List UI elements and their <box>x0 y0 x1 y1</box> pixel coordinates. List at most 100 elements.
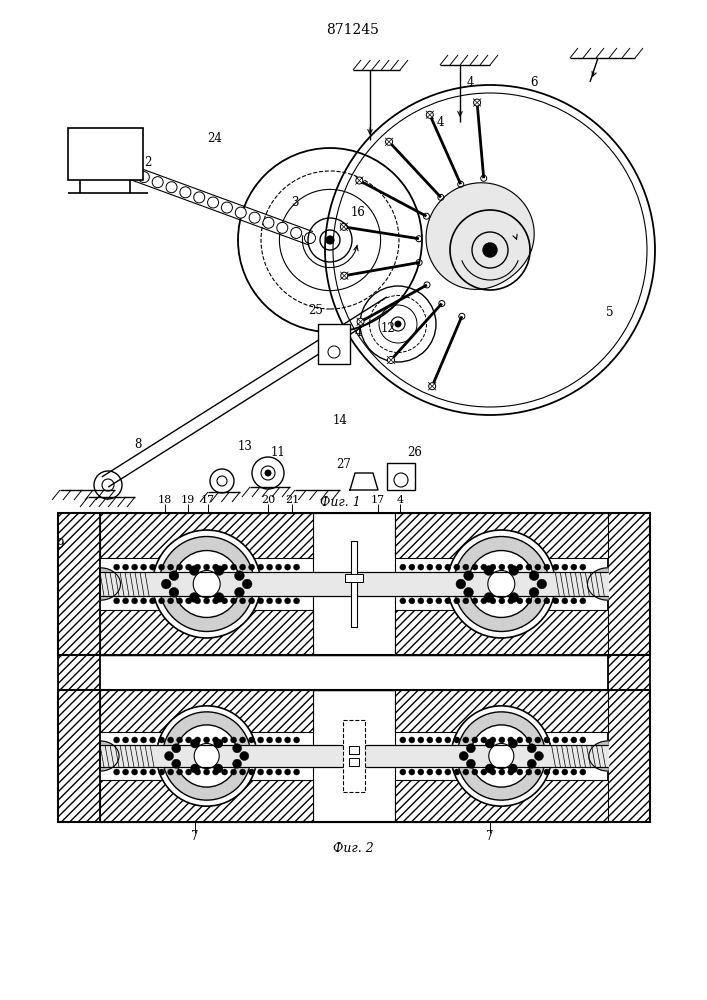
Circle shape <box>409 737 415 743</box>
Circle shape <box>490 737 496 743</box>
Circle shape <box>166 182 177 193</box>
Circle shape <box>445 737 451 743</box>
Circle shape <box>161 579 171 589</box>
Circle shape <box>168 769 174 775</box>
Text: 5: 5 <box>606 306 614 318</box>
Circle shape <box>194 769 201 775</box>
Circle shape <box>534 737 541 743</box>
Circle shape <box>341 272 348 279</box>
Circle shape <box>534 598 541 604</box>
Circle shape <box>122 769 129 775</box>
Circle shape <box>257 598 264 604</box>
Circle shape <box>285 737 291 743</box>
Circle shape <box>526 598 532 604</box>
Circle shape <box>484 566 493 575</box>
Circle shape <box>230 737 237 743</box>
Circle shape <box>240 564 245 570</box>
Circle shape <box>276 564 281 570</box>
Circle shape <box>427 737 433 743</box>
Circle shape <box>499 737 505 743</box>
Circle shape <box>189 566 199 575</box>
Circle shape <box>249 212 260 223</box>
Circle shape <box>508 764 518 773</box>
Polygon shape <box>426 183 534 289</box>
Circle shape <box>177 737 182 743</box>
Circle shape <box>463 598 469 604</box>
Circle shape <box>158 564 165 570</box>
Circle shape <box>508 769 514 775</box>
Circle shape <box>571 769 577 775</box>
Circle shape <box>534 751 544 761</box>
Circle shape <box>356 177 363 184</box>
Circle shape <box>418 598 423 604</box>
Circle shape <box>418 769 423 775</box>
Circle shape <box>481 598 487 604</box>
Circle shape <box>293 737 300 743</box>
Text: 17: 17 <box>201 495 215 505</box>
Bar <box>349 758 359 766</box>
Circle shape <box>186 737 192 743</box>
Circle shape <box>213 737 218 743</box>
Circle shape <box>305 232 315 243</box>
Bar <box>68 128 143 180</box>
Circle shape <box>150 769 156 775</box>
Text: 12: 12 <box>380 322 395 334</box>
Bar <box>608 655 650 690</box>
Circle shape <box>214 566 224 575</box>
Circle shape <box>204 769 209 775</box>
Circle shape <box>235 207 246 218</box>
Bar <box>100 690 313 732</box>
Circle shape <box>194 192 205 203</box>
Bar <box>58 513 650 655</box>
Circle shape <box>122 564 129 570</box>
Circle shape <box>235 587 245 597</box>
Circle shape <box>173 551 240 617</box>
Circle shape <box>445 769 451 775</box>
Circle shape <box>527 744 537 753</box>
Circle shape <box>150 598 156 604</box>
Circle shape <box>208 197 218 208</box>
Circle shape <box>152 177 163 188</box>
Circle shape <box>233 744 242 753</box>
Circle shape <box>124 166 136 178</box>
Circle shape <box>214 593 224 602</box>
Circle shape <box>177 769 182 775</box>
Circle shape <box>499 564 505 570</box>
Circle shape <box>534 564 541 570</box>
Circle shape <box>165 751 174 761</box>
Circle shape <box>418 564 423 570</box>
Circle shape <box>158 737 165 743</box>
Circle shape <box>191 739 199 748</box>
Circle shape <box>400 564 406 570</box>
Circle shape <box>517 737 523 743</box>
Circle shape <box>194 564 201 570</box>
Circle shape <box>544 598 550 604</box>
Circle shape <box>204 737 209 743</box>
Circle shape <box>240 751 249 761</box>
Circle shape <box>221 598 228 604</box>
Circle shape <box>139 172 149 183</box>
Circle shape <box>509 593 519 602</box>
Circle shape <box>158 598 165 604</box>
Circle shape <box>150 737 156 743</box>
Bar <box>395 610 608 655</box>
Circle shape <box>472 769 478 775</box>
Circle shape <box>526 564 532 570</box>
Circle shape <box>580 564 586 570</box>
Circle shape <box>221 769 228 775</box>
Circle shape <box>249 598 255 604</box>
Bar <box>395 780 608 822</box>
Circle shape <box>489 743 514 769</box>
Circle shape <box>481 564 487 570</box>
Circle shape <box>169 571 179 581</box>
Circle shape <box>153 530 261 638</box>
Circle shape <box>177 598 182 604</box>
Circle shape <box>580 598 586 604</box>
Circle shape <box>159 537 254 631</box>
Circle shape <box>526 769 532 775</box>
Circle shape <box>508 564 514 570</box>
Circle shape <box>221 564 228 570</box>
Circle shape <box>340 223 347 230</box>
Circle shape <box>291 227 302 238</box>
Text: 13: 13 <box>238 440 252 454</box>
